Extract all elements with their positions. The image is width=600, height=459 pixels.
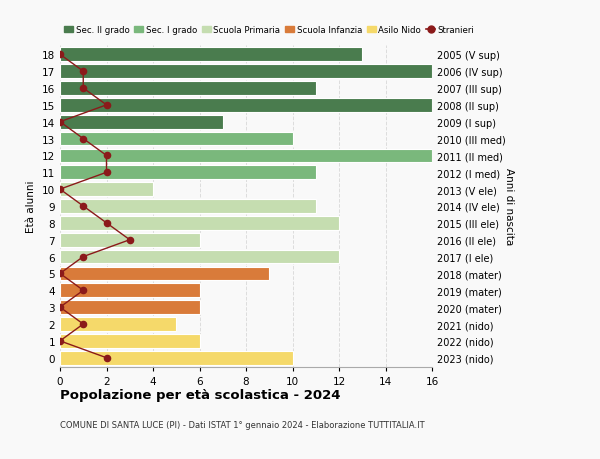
Bar	[60, 318, 176, 331]
Point	[79, 85, 88, 92]
Text: Popolazione per età scolastica - 2024: Popolazione per età scolastica - 2024	[60, 388, 341, 401]
Text: COMUNE DI SANTA LUCE (PI) - Dati ISTAT 1° gennaio 2024 - Elaborazione TUTTITALIA: COMUNE DI SANTA LUCE (PI) - Dati ISTAT 1…	[60, 420, 425, 429]
Point	[102, 102, 112, 109]
Point	[55, 51, 65, 59]
Bar	[60, 200, 316, 213]
Bar	[60, 250, 339, 264]
Point	[55, 337, 65, 345]
Bar	[60, 132, 293, 146]
Point	[55, 186, 65, 193]
Point	[102, 354, 112, 362]
Bar	[60, 48, 362, 62]
Point	[79, 68, 88, 76]
Point	[102, 220, 112, 227]
Point	[79, 135, 88, 143]
Point	[102, 169, 112, 177]
Point	[55, 304, 65, 311]
Bar	[60, 284, 199, 297]
Bar	[60, 301, 199, 314]
Bar	[60, 99, 432, 112]
Bar	[60, 183, 153, 196]
Bar	[60, 217, 339, 230]
Point	[125, 236, 134, 244]
Bar	[60, 334, 199, 348]
Point	[102, 152, 112, 160]
Bar	[60, 149, 432, 163]
Bar	[60, 65, 432, 79]
Point	[79, 287, 88, 294]
Point	[79, 253, 88, 261]
Point	[79, 203, 88, 210]
Y-axis label: Età alunni: Età alunni	[26, 180, 37, 233]
Point	[55, 270, 65, 278]
Point	[79, 321, 88, 328]
Bar	[60, 233, 199, 247]
Bar	[60, 351, 293, 365]
Y-axis label: Anni di nascita: Anni di nascita	[504, 168, 514, 245]
Bar	[60, 82, 316, 95]
Bar	[60, 166, 316, 180]
Bar	[60, 267, 269, 281]
Legend: Sec. II grado, Sec. I grado, Scuola Primaria, Scuola Infanzia, Asilo Nido, Stran: Sec. II grado, Sec. I grado, Scuola Prim…	[64, 26, 474, 35]
Bar	[60, 116, 223, 129]
Point	[55, 119, 65, 126]
